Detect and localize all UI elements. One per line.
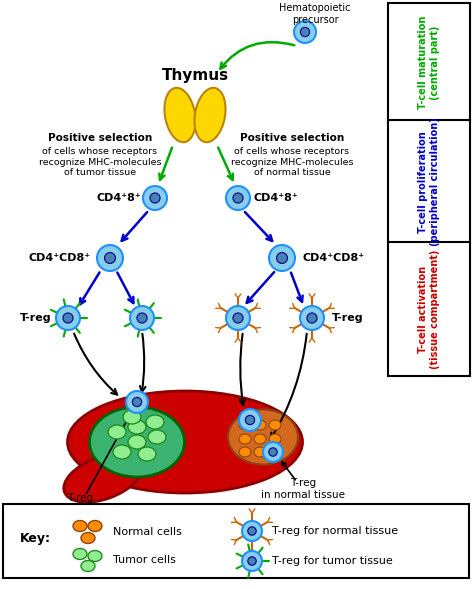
Text: T-reg: T-reg bbox=[20, 313, 52, 323]
Ellipse shape bbox=[269, 447, 281, 457]
Text: T-reg
in normal tissue: T-reg in normal tissue bbox=[261, 478, 345, 500]
Circle shape bbox=[105, 253, 116, 263]
Circle shape bbox=[242, 551, 262, 571]
Ellipse shape bbox=[113, 445, 131, 459]
Text: T-cell maturation
(central part): T-cell maturation (central part) bbox=[418, 16, 440, 109]
Text: Normal cells: Normal cells bbox=[113, 527, 182, 537]
FancyBboxPatch shape bbox=[3, 504, 469, 578]
Ellipse shape bbox=[64, 454, 142, 502]
Text: T-cell proliferation
(peripheral circulation): T-cell proliferation (peripheral circula… bbox=[418, 118, 440, 246]
Circle shape bbox=[269, 448, 277, 456]
Ellipse shape bbox=[239, 434, 251, 444]
Circle shape bbox=[307, 313, 317, 323]
Circle shape bbox=[294, 21, 316, 43]
Text: T-reg
in tumor tissue: T-reg in tumor tissue bbox=[41, 493, 119, 515]
Circle shape bbox=[300, 306, 324, 330]
Ellipse shape bbox=[67, 391, 302, 493]
Text: CD4⁺CD8⁺: CD4⁺CD8⁺ bbox=[29, 253, 91, 263]
Ellipse shape bbox=[269, 420, 281, 430]
Circle shape bbox=[233, 193, 243, 203]
Circle shape bbox=[248, 557, 256, 565]
Circle shape bbox=[233, 313, 243, 323]
Text: T-reg: T-reg bbox=[332, 313, 364, 323]
Text: CD4⁺8⁺: CD4⁺8⁺ bbox=[254, 193, 298, 203]
Text: Hematopoietic
precursor: Hematopoietic precursor bbox=[279, 3, 351, 25]
Ellipse shape bbox=[148, 430, 166, 444]
Ellipse shape bbox=[81, 532, 95, 544]
Text: T-cell activation
(tissue compartment): T-cell activation (tissue compartment) bbox=[418, 249, 440, 369]
Circle shape bbox=[239, 409, 261, 431]
Circle shape bbox=[143, 186, 167, 210]
Circle shape bbox=[301, 28, 310, 37]
Ellipse shape bbox=[228, 409, 298, 465]
Circle shape bbox=[63, 313, 73, 323]
FancyBboxPatch shape bbox=[388, 120, 470, 244]
Text: Key:: Key: bbox=[20, 531, 51, 544]
Ellipse shape bbox=[239, 420, 251, 430]
Text: Positive selection: Positive selection bbox=[240, 133, 344, 143]
Text: CD4⁺8⁺: CD4⁺8⁺ bbox=[97, 193, 141, 203]
Ellipse shape bbox=[128, 435, 146, 449]
Ellipse shape bbox=[254, 420, 266, 430]
Text: CD4⁺CD8⁺: CD4⁺CD8⁺ bbox=[303, 253, 365, 263]
Ellipse shape bbox=[73, 521, 87, 531]
Ellipse shape bbox=[138, 447, 156, 461]
Ellipse shape bbox=[254, 434, 266, 444]
Circle shape bbox=[263, 442, 283, 462]
Ellipse shape bbox=[164, 88, 195, 142]
Text: of cells whose receptors
recognize MHC-molecules
of tumor tissue: of cells whose receptors recognize MHC-m… bbox=[39, 147, 161, 177]
FancyBboxPatch shape bbox=[388, 242, 470, 376]
Ellipse shape bbox=[146, 415, 164, 429]
Circle shape bbox=[150, 193, 160, 203]
Ellipse shape bbox=[90, 407, 184, 477]
Ellipse shape bbox=[81, 561, 95, 571]
Ellipse shape bbox=[88, 551, 102, 561]
Circle shape bbox=[226, 306, 250, 330]
Circle shape bbox=[137, 313, 147, 323]
Circle shape bbox=[242, 521, 262, 541]
Text: Positive selection: Positive selection bbox=[48, 133, 152, 143]
Ellipse shape bbox=[128, 420, 146, 434]
FancyBboxPatch shape bbox=[388, 3, 470, 122]
Ellipse shape bbox=[194, 88, 226, 142]
Ellipse shape bbox=[88, 521, 102, 531]
Circle shape bbox=[56, 306, 80, 330]
Circle shape bbox=[269, 245, 295, 271]
Ellipse shape bbox=[254, 447, 266, 457]
Circle shape bbox=[126, 391, 148, 413]
Text: T-reg for tumor tissue: T-reg for tumor tissue bbox=[272, 556, 393, 566]
Circle shape bbox=[246, 415, 255, 425]
Circle shape bbox=[248, 527, 256, 535]
Circle shape bbox=[97, 245, 123, 271]
Circle shape bbox=[130, 306, 154, 330]
Ellipse shape bbox=[108, 425, 126, 439]
Circle shape bbox=[226, 186, 250, 210]
Ellipse shape bbox=[239, 447, 251, 457]
Circle shape bbox=[276, 253, 287, 263]
Ellipse shape bbox=[123, 410, 141, 424]
Text: of cells whose receptors
recognize MHC-molecules
of normal tissue: of cells whose receptors recognize MHC-m… bbox=[231, 147, 353, 177]
Text: Thymus: Thymus bbox=[162, 68, 228, 82]
Circle shape bbox=[132, 398, 142, 406]
Ellipse shape bbox=[73, 548, 87, 560]
Ellipse shape bbox=[269, 434, 281, 444]
Text: Tumor cells: Tumor cells bbox=[113, 555, 176, 565]
Text: T-reg for normal tissue: T-reg for normal tissue bbox=[272, 526, 398, 536]
